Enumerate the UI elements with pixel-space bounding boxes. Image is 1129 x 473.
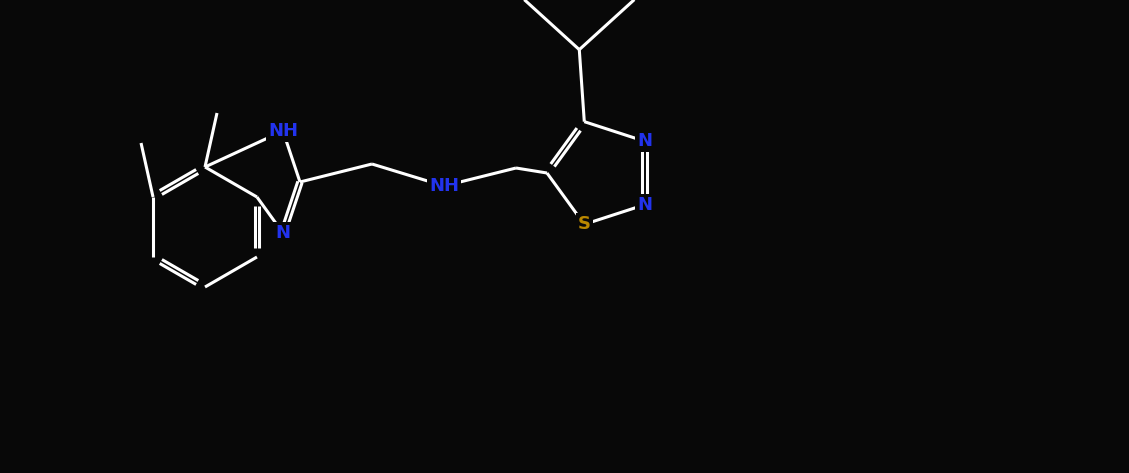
Text: N: N (637, 196, 653, 214)
Text: N: N (275, 224, 290, 242)
Text: N: N (637, 132, 653, 150)
Text: NH: NH (268, 122, 298, 140)
Text: NH: NH (429, 177, 460, 195)
Text: S: S (578, 215, 590, 233)
